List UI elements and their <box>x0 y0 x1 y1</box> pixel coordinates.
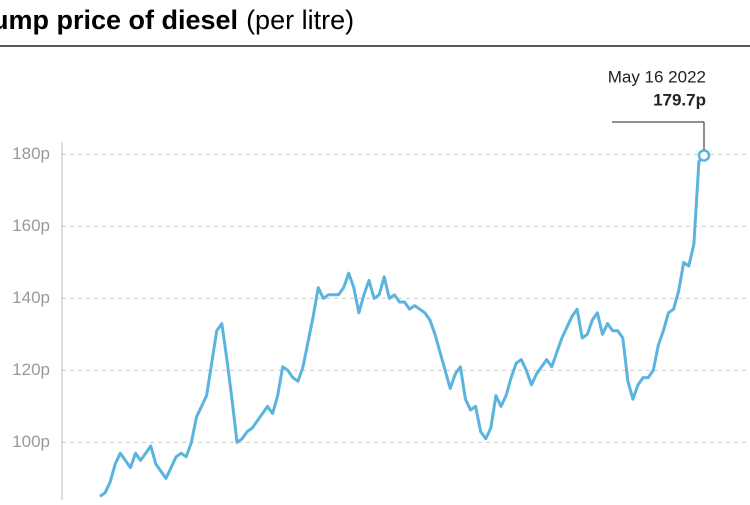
y-tick-label: 140p <box>12 288 50 307</box>
y-tick-label: 120p <box>12 360 50 379</box>
y-tick-label: 180p <box>12 144 50 163</box>
annotation-date: May 16 2022 <box>608 67 706 86</box>
title: ump price of diesel <box>0 5 238 35</box>
chart-title: ump price of diesel (per litre) <box>0 5 354 35</box>
annotation-value: 179.7p <box>653 90 706 109</box>
y-tick-label: 160p <box>12 216 50 235</box>
line <box>99 154 706 498</box>
subtitle: (per litre) <box>246 5 354 35</box>
y-tick-label: 100p <box>12 432 50 451</box>
end-marker <box>697 149 711 162</box>
